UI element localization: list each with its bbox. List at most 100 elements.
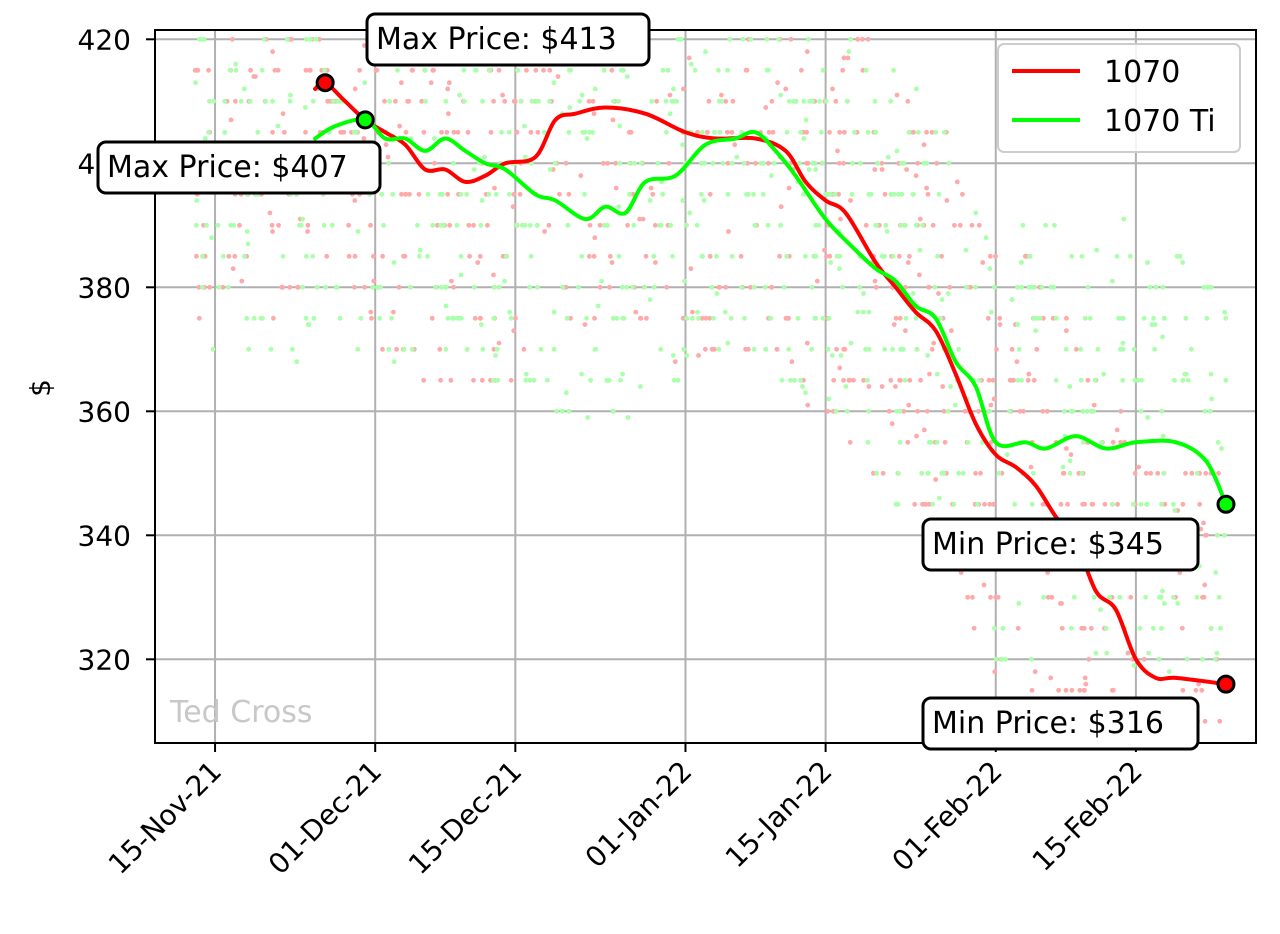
scatter-point: [1219, 446, 1224, 451]
scatter-point: [241, 86, 247, 92]
scatter-point: [1031, 377, 1037, 383]
legend-label-1070: 1070: [1104, 55, 1180, 90]
scatter-point: [976, 408, 981, 414]
scatter-point: [605, 377, 611, 383]
scatter-point: [1144, 501, 1150, 507]
scatter-point: [487, 67, 492, 73]
scatter-point: [300, 216, 305, 222]
scatter-point: [888, 377, 894, 383]
scatter-point: [932, 284, 938, 290]
series-line-1070-ti: [313, 117, 1228, 507]
scatter-point: [903, 315, 909, 321]
scatter-point: [789, 359, 795, 365]
scatter-point: [627, 191, 632, 197]
scatter-point: [734, 154, 740, 160]
scatter-point: [1029, 687, 1035, 693]
scatter-point: [804, 49, 810, 55]
scatter-point: [1180, 501, 1186, 507]
scatter-point: [1161, 315, 1167, 321]
scatter-point: [866, 309, 872, 315]
annotation-text: Min Price: $316: [932, 706, 1164, 741]
scatter-point: [399, 80, 404, 86]
scatter-point: [1102, 501, 1108, 507]
scatter-point: [722, 309, 728, 315]
scatter-point: [1094, 247, 1100, 253]
scatter-point: [725, 340, 731, 346]
scatter-point: [467, 253, 472, 259]
scatter-point: [1180, 377, 1186, 383]
scatter-point: [1098, 607, 1103, 613]
scatter-point: [506, 129, 512, 135]
scatter-point: [775, 80, 780, 86]
scatter-point: [699, 160, 704, 166]
scatter-point: [1014, 359, 1020, 365]
scatter-point: [1153, 284, 1159, 290]
scatter-point: [609, 260, 615, 265]
scatter-point: [643, 253, 649, 259]
scatter-point: [447, 222, 453, 228]
scatter-point: [247, 98, 253, 104]
scatter-point: [1120, 346, 1126, 352]
scatter-point: [1155, 470, 1161, 476]
scatter-point: [799, 67, 804, 73]
scatter-point: [1069, 253, 1075, 259]
scatter-point: [918, 377, 923, 383]
scatter-point: [914, 346, 920, 352]
scatter-point: [986, 377, 992, 383]
scatter-point: [905, 98, 911, 104]
scatter-point: [1121, 216, 1127, 222]
scatter-point: [303, 67, 309, 73]
scatter-point: [455, 129, 461, 135]
scatter-point: [438, 377, 443, 383]
scatter-point: [978, 470, 983, 476]
scatter-point: [242, 253, 247, 259]
scatter-point: [770, 129, 776, 135]
scatter-point: [1078, 377, 1084, 383]
scatter-point: [1138, 501, 1144, 507]
scatter-point: [630, 284, 636, 290]
scatter-point: [261, 36, 267, 42]
scatter-point: [651, 253, 657, 259]
scatter-point: [897, 408, 903, 414]
scatter-point: [956, 470, 961, 476]
scatter-point: [576, 284, 581, 290]
scatter-point: [1095, 346, 1101, 352]
scatter-point: [723, 98, 729, 104]
scatter-point: [445, 191, 451, 197]
scatter-point: [1166, 669, 1172, 675]
plot-frame: [154, 29, 1257, 744]
scatter-point: [1185, 377, 1191, 383]
scatter-point: [882, 253, 887, 259]
scatter-point: [766, 67, 771, 73]
y-tick-label: 360: [78, 395, 131, 428]
scatter-point: [765, 160, 771, 166]
scatter-point: [515, 67, 520, 73]
scatter-point: [547, 67, 553, 73]
scatter-point: [1188, 346, 1194, 352]
scatter-point: [230, 266, 236, 272]
scatter-point: [725, 191, 731, 197]
scatter-point: [451, 284, 457, 290]
annotation-max-1070-ti: Max Price: $407: [96, 140, 382, 195]
scatter-point: [523, 371, 529, 377]
scatter-point: [640, 216, 646, 222]
scatter-point: [1203, 532, 1208, 538]
scatter-point: [902, 377, 908, 383]
scatter-point: [720, 160, 726, 166]
scatter-point: [639, 160, 644, 166]
scatter-point: [605, 160, 610, 166]
x-tick-label: 01-Feb-22: [886, 755, 1009, 878]
scatter-point: [813, 167, 818, 172]
scatter-point: [284, 36, 290, 42]
scatter-point: [1019, 377, 1024, 383]
scatter-point: [380, 346, 385, 352]
scatter-point: [901, 160, 907, 166]
scatter-point: [457, 92, 462, 98]
scatter-point: [803, 117, 809, 123]
scatter-point: [804, 129, 809, 135]
scatter-point: [1159, 408, 1165, 414]
scatter-point: [803, 390, 808, 396]
scatter-point: [617, 123, 623, 129]
scatter-point: [997, 315, 1003, 321]
scatter-point: [514, 129, 520, 135]
